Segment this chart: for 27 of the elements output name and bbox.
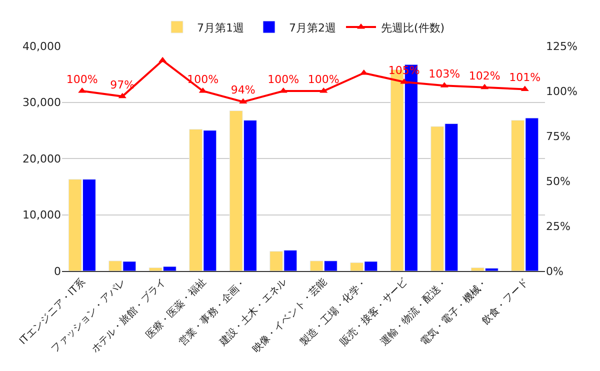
y-tick-label: 0 — [54, 264, 61, 278]
data-label: 102% — [468, 69, 500, 82]
data-label: 103% — [428, 67, 460, 80]
data-label: 100% — [66, 72, 98, 86]
point — [480, 84, 489, 90]
data-label: 105% — [388, 64, 420, 77]
data-label: 100% — [268, 72, 300, 86]
y2-tick-label: 100% — [546, 84, 578, 98]
data-label: 94% — [230, 84, 256, 97]
y-tick-label: 10,000 — [22, 208, 61, 222]
data-label: 100% — [187, 72, 219, 86]
point — [158, 56, 167, 62]
y2-tick-label: 50% — [546, 174, 570, 188]
y2-tick-label: 25% — [546, 220, 570, 233]
legend-label: 7月第2週 — [289, 21, 336, 34]
y-tick-label: 30,000 — [22, 96, 61, 110]
y2-tick-label: 0% — [546, 264, 564, 278]
y2-tick-label: 75% — [546, 130, 570, 143]
point — [118, 92, 126, 98]
data-label: 101% — [509, 71, 541, 84]
y-tick-label: 20,000 — [22, 152, 61, 166]
y2-tick-label: 125% — [546, 40, 578, 53]
y-tick-label: 40,000 — [22, 40, 61, 53]
point — [239, 98, 248, 104]
legend-label: 7月第1週 — [197, 21, 244, 34]
data-label: 100% — [308, 72, 340, 86]
legend-label: 先週比(件数) — [381, 21, 445, 34]
